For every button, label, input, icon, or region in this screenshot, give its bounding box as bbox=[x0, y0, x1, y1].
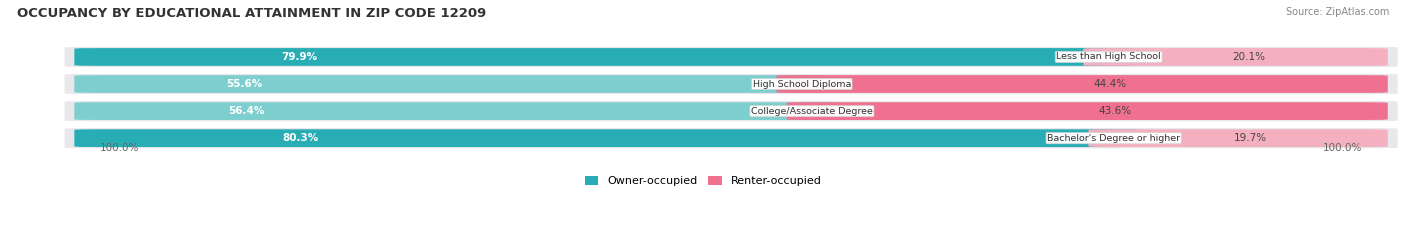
Text: 80.3%: 80.3% bbox=[283, 133, 318, 143]
Text: 43.6%: 43.6% bbox=[1098, 106, 1132, 116]
FancyBboxPatch shape bbox=[65, 74, 1398, 94]
Text: 19.7%: 19.7% bbox=[1234, 133, 1267, 143]
FancyBboxPatch shape bbox=[1088, 129, 1388, 147]
Text: Less than High School: Less than High School bbox=[1056, 52, 1161, 62]
Text: 100.0%: 100.0% bbox=[100, 143, 139, 153]
Text: Source: ZipAtlas.com: Source: ZipAtlas.com bbox=[1285, 7, 1389, 17]
Text: 44.4%: 44.4% bbox=[1094, 79, 1126, 89]
Text: 20.1%: 20.1% bbox=[1232, 52, 1265, 62]
Text: 55.6%: 55.6% bbox=[226, 79, 263, 89]
FancyBboxPatch shape bbox=[65, 47, 1398, 67]
FancyBboxPatch shape bbox=[75, 129, 1139, 147]
Legend: Owner-occupied, Renter-occupied: Owner-occupied, Renter-occupied bbox=[581, 171, 825, 191]
FancyBboxPatch shape bbox=[75, 48, 1133, 66]
Text: High School Diploma: High School Diploma bbox=[752, 79, 851, 89]
Text: Bachelor's Degree or higher: Bachelor's Degree or higher bbox=[1047, 134, 1180, 143]
FancyBboxPatch shape bbox=[786, 102, 1388, 120]
Text: 100.0%: 100.0% bbox=[1323, 143, 1362, 153]
Text: College/Associate Degree: College/Associate Degree bbox=[751, 107, 873, 116]
Text: OCCUPANCY BY EDUCATIONAL ATTAINMENT IN ZIP CODE 12209: OCCUPANCY BY EDUCATIONAL ATTAINMENT IN Z… bbox=[17, 7, 486, 20]
FancyBboxPatch shape bbox=[776, 75, 1388, 93]
FancyBboxPatch shape bbox=[75, 75, 827, 93]
Text: 79.9%: 79.9% bbox=[281, 52, 318, 62]
FancyBboxPatch shape bbox=[65, 101, 1398, 121]
FancyBboxPatch shape bbox=[75, 102, 837, 120]
Text: 56.4%: 56.4% bbox=[228, 106, 264, 116]
FancyBboxPatch shape bbox=[65, 128, 1398, 148]
FancyBboxPatch shape bbox=[1084, 48, 1388, 66]
